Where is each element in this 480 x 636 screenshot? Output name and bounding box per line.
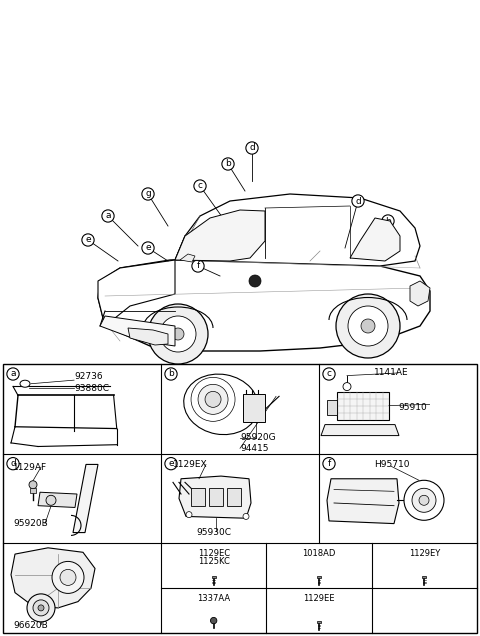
Polygon shape (38, 492, 77, 508)
Bar (317, 576, 321, 578)
Text: d: d (10, 459, 16, 468)
Circle shape (148, 304, 208, 364)
Circle shape (38, 605, 44, 611)
Text: 1018AD: 1018AD (302, 550, 336, 558)
Circle shape (60, 569, 76, 585)
Text: 95920G: 95920G (240, 433, 276, 442)
Bar (191, 488, 205, 506)
Text: 93880C: 93880C (74, 384, 109, 392)
Bar (209, 488, 223, 506)
Circle shape (249, 275, 261, 287)
Text: d: d (355, 197, 361, 205)
Text: f: f (196, 261, 200, 270)
Text: b: b (168, 370, 174, 378)
Bar (227, 488, 241, 506)
Polygon shape (128, 328, 168, 345)
Bar (337, 392, 389, 420)
Text: a: a (105, 212, 111, 221)
Text: 94415: 94415 (240, 444, 268, 453)
Text: e: e (145, 244, 151, 252)
Polygon shape (410, 281, 430, 306)
Text: 95910: 95910 (398, 403, 427, 411)
Bar (243, 394, 265, 422)
Bar (212, 576, 216, 578)
Text: 1125KC: 1125KC (198, 557, 229, 566)
Polygon shape (175, 194, 420, 266)
Circle shape (191, 377, 235, 421)
Text: 1337AA: 1337AA (197, 594, 230, 603)
Circle shape (412, 488, 436, 512)
Circle shape (33, 600, 49, 616)
Text: 1129EC: 1129EC (198, 550, 230, 558)
Text: f: f (327, 459, 331, 468)
Circle shape (343, 383, 351, 391)
Polygon shape (73, 464, 98, 532)
Polygon shape (179, 476, 251, 518)
Polygon shape (321, 425, 399, 436)
Circle shape (361, 319, 375, 333)
Text: d: d (249, 144, 255, 153)
Circle shape (243, 513, 249, 520)
Text: e: e (85, 235, 91, 244)
Circle shape (46, 495, 56, 505)
Text: 1129AF: 1129AF (13, 462, 47, 472)
Ellipse shape (20, 380, 30, 387)
Text: c: c (197, 181, 203, 191)
Circle shape (160, 316, 196, 352)
Text: 95930C: 95930C (196, 528, 231, 537)
Bar (3, 364, 477, 633)
Circle shape (404, 480, 444, 520)
Circle shape (52, 562, 84, 593)
Polygon shape (11, 548, 95, 608)
Circle shape (348, 306, 388, 346)
Polygon shape (98, 260, 175, 326)
Text: 1129EX: 1129EX (173, 460, 208, 469)
Circle shape (186, 511, 192, 518)
Polygon shape (180, 254, 195, 262)
Circle shape (210, 618, 217, 624)
Circle shape (29, 481, 37, 488)
Text: b: b (385, 216, 391, 226)
Text: H95710: H95710 (374, 460, 409, 469)
Ellipse shape (184, 374, 258, 434)
Bar (422, 576, 426, 578)
Text: 1129EE: 1129EE (303, 594, 335, 603)
Polygon shape (98, 258, 430, 351)
Text: g: g (145, 190, 151, 198)
Polygon shape (30, 488, 36, 493)
Text: 1141AE: 1141AE (374, 368, 409, 378)
Circle shape (336, 294, 400, 358)
Text: b: b (225, 160, 231, 169)
Circle shape (172, 328, 184, 340)
Polygon shape (327, 479, 399, 523)
Bar (317, 621, 321, 623)
Text: 96620B: 96620B (13, 621, 48, 630)
Text: 1129EY: 1129EY (408, 550, 440, 558)
Circle shape (198, 384, 228, 414)
Text: c: c (326, 370, 332, 378)
Circle shape (205, 391, 221, 407)
Bar (327, 399, 337, 415)
Polygon shape (175, 210, 265, 261)
Text: e: e (168, 459, 174, 468)
Text: a: a (10, 370, 16, 378)
Polygon shape (100, 316, 175, 346)
Text: 95920B: 95920B (13, 519, 48, 528)
Text: 92736: 92736 (74, 372, 103, 381)
Circle shape (27, 594, 55, 622)
Polygon shape (350, 218, 400, 261)
Circle shape (419, 495, 429, 505)
